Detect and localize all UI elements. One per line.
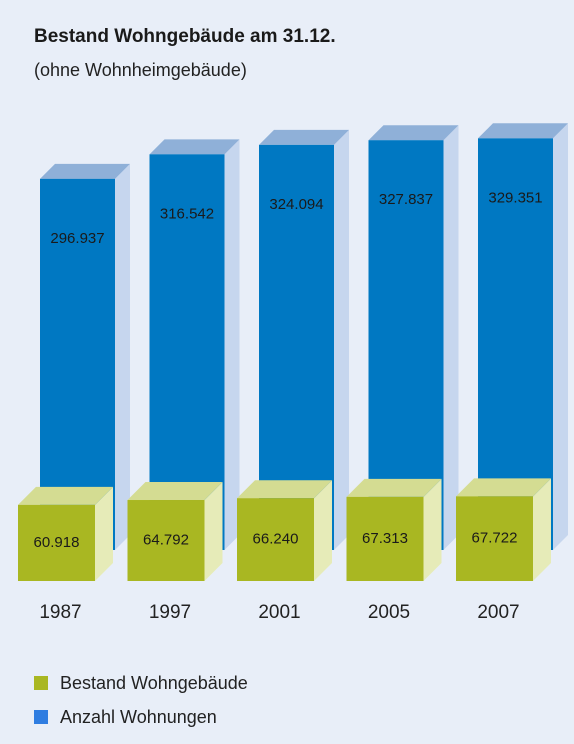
bar-wohnungen-2005-side [443, 125, 459, 551]
bar-wohnungen-2007-top [478, 123, 568, 139]
bar-bestand-2007-top [456, 478, 551, 497]
legend-label-wohnungen: Anzahl Wohnungen [60, 706, 217, 727]
bar-bestand-1997 [127, 500, 205, 581]
bar-bestand-1987-side [95, 486, 113, 581]
chart-subtitle: (ohne Wohnheimgebäude) [34, 60, 247, 80]
label-wohnungen-1987: 296.937 [50, 230, 104, 247]
x-tick-2005: 2005 [368, 602, 410, 623]
bar-bestand-2005 [346, 496, 424, 581]
label-bestand-1987: 60.918 [34, 534, 80, 551]
bar-wohnungen-1997-top [149, 139, 240, 155]
label-wohnungen-2005: 327.837 [379, 191, 433, 208]
legend-label-bestand: Bestand Wohngebäude [60, 672, 248, 693]
bar-wohnungen-1987-top [40, 163, 130, 179]
bar-wohnungen-2007-side [553, 123, 568, 550]
legend-item-bestand: Bestand Wohngebäude [34, 666, 248, 700]
label-bestand-2007: 67.722 [472, 530, 518, 547]
label-bestand-2001: 66.240 [253, 531, 299, 548]
bar-bestand-1997-side [204, 482, 223, 581]
x-tick-2007: 2007 [477, 602, 519, 623]
legend-swatch-bestand [34, 676, 48, 690]
bar-wohnungen-2001-side [334, 129, 349, 550]
bar-bestand-1987-top [18, 486, 113, 505]
label-bestand-2005: 67.313 [362, 530, 408, 547]
legend-item-wohnungen: Anzahl Wohnungen [34, 700, 248, 734]
x-tick-1997: 1997 [149, 602, 191, 623]
legend: Bestand Wohngebäude Anzahl Wohnungen [34, 666, 248, 734]
bar-bestand-1997-top [127, 482, 223, 501]
x-tick-1987: 1987 [39, 602, 81, 623]
legend-swatch-wohnungen [34, 710, 48, 724]
bar-bestand-2005-side [423, 478, 442, 581]
bar-wohnungen-2001-top [259, 129, 349, 145]
bar-wohnungen-1997-side [224, 139, 240, 550]
x-tick-2001: 2001 [258, 602, 300, 623]
label-wohnungen-1997: 316.542 [160, 205, 214, 222]
label-bestand-1997: 64.792 [143, 532, 189, 549]
bar-bestand-2005-top [346, 478, 442, 497]
label-wohnungen-2001: 324.094 [269, 196, 323, 213]
bar-wohnungen-1987-side [115, 163, 130, 551]
bar-bestand-2001-top [237, 480, 332, 499]
label-wohnungen-2007: 329.351 [488, 189, 542, 206]
bar-bestand-2001-side [314, 480, 332, 581]
bar-wohnungen-2005-top [368, 125, 459, 141]
bar-bestand-2001 [237, 498, 314, 581]
bar-bestand-1987 [18, 504, 95, 581]
chart-title: Bestand Wohngebäude am 31.12. [34, 26, 336, 47]
bar-bestand-2007 [456, 496, 533, 581]
bar-bestand-2007-side [533, 478, 551, 581]
